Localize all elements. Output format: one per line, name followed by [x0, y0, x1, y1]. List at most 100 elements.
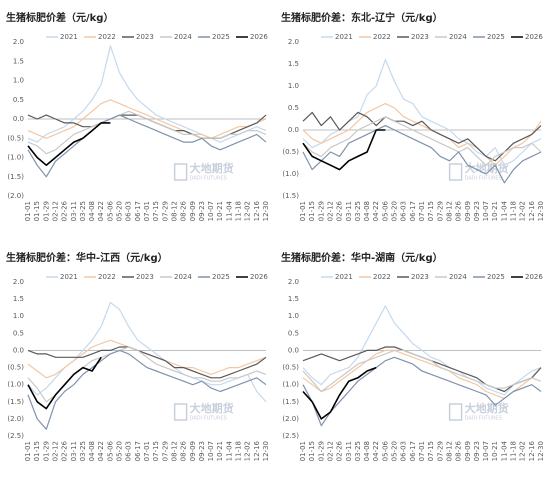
x-tick-label: 01-01 — [24, 441, 32, 461]
y-tick-label: 1.0 — [13, 77, 24, 85]
x-tick-label: 10-21 — [491, 201, 499, 221]
x-tick-label: 07-01 — [143, 201, 151, 221]
watermark-text: DADI FUTURES — [465, 176, 502, 182]
x-tick-label: 08-26 — [455, 200, 463, 221]
x-tick-label: 02-12 — [51, 201, 59, 221]
y-tick-label: 0.5 — [13, 96, 24, 104]
x-tick-label: 02-26 — [336, 200, 344, 221]
y-tick-label: (2.5) — [7, 432, 24, 440]
x-tick-label: 06-03 — [125, 201, 133, 221]
x-tick-label: 12-02 — [244, 441, 252, 461]
x-tick-label: 08-26 — [180, 200, 188, 221]
x-tick-label: 04-22 — [97, 441, 105, 461]
y-tick-label: 1.5 — [13, 295, 24, 303]
series-line — [27, 122, 111, 166]
y-tick-label: (2.0) — [282, 415, 299, 423]
x-tick-label: 03-11 — [70, 441, 78, 461]
y-tick-label: 2.0 — [288, 38, 299, 46]
y-tick-label: (1.5) — [7, 398, 24, 406]
x-tick-label: 07-29 — [161, 201, 169, 221]
legend-label: 2023 — [411, 273, 429, 281]
series-line — [302, 346, 542, 393]
y-tick-label: (1.5) — [282, 398, 299, 406]
x-tick-label: 04-22 — [372, 441, 380, 461]
legend-label: 2022 — [373, 33, 391, 41]
x-tick-label: 03-25 — [354, 441, 362, 461]
y-tick-label: 0.5 — [288, 104, 299, 112]
x-tick-label: 06-17 — [134, 441, 142, 461]
x-tick-label: 10-07 — [482, 201, 490, 221]
watermark-logo — [448, 163, 463, 181]
x-tick-label: 10-07 — [207, 201, 215, 221]
x-tick-label: 04-22 — [372, 201, 380, 221]
chart-title: 生猪标肥价差：东北-辽宁（元/kg） — [281, 11, 443, 24]
x-tick-label: 12-16 — [528, 200, 536, 221]
legend-label: 2021 — [60, 273, 78, 281]
x-tick-label: 09-23 — [473, 201, 481, 221]
x-tick-label: 10-07 — [207, 441, 215, 461]
y-tick-label: (1.0) — [7, 154, 24, 162]
x-tick-label: 02-12 — [326, 201, 334, 221]
y-tick-label: 0.5 — [288, 329, 299, 337]
x-tick-label: 11-04 — [225, 440, 233, 461]
series-line — [27, 356, 102, 410]
watermark-text: 大地期货 — [190, 401, 234, 415]
x-tick-label: 01-29 — [317, 201, 325, 221]
legend-label: 2021 — [335, 33, 353, 41]
y-tick-label: 0.0 — [13, 115, 24, 123]
x-tick-label: 01-01 — [299, 441, 307, 461]
x-tick-label: 07-01 — [418, 201, 426, 221]
y-tick-label: 1.5 — [13, 57, 24, 65]
legend-label: 2023 — [411, 33, 429, 41]
legend-label: 2025 — [487, 33, 505, 41]
x-tick-label: 11-04 — [500, 440, 508, 461]
x-tick-label: 11-18 — [235, 201, 243, 221]
series-line — [302, 103, 542, 166]
watermark-text: 大地期货 — [465, 161, 509, 175]
x-tick-label: 07-29 — [436, 201, 444, 221]
y-tick-label: 0.0 — [13, 346, 24, 354]
x-tick-label: 07-15 — [152, 441, 160, 461]
x-tick-label: 06-03 — [400, 201, 408, 221]
x-tick-label: 12-02 — [244, 201, 252, 221]
x-tick-label: 01-01 — [24, 201, 32, 221]
y-tick-label: (0.5) — [7, 364, 24, 372]
x-tick-label: 02-12 — [326, 441, 334, 461]
x-tick-label: 10-21 — [491, 441, 499, 461]
x-tick-label: 06-17 — [409, 441, 417, 461]
x-tick-label: 12-30 — [262, 201, 270, 221]
y-tick-label: (1.5) — [7, 173, 24, 181]
x-tick-label: 01-29 — [42, 201, 50, 221]
x-tick-label: 10-21 — [216, 441, 224, 461]
y-tick-label: (1.0) — [7, 381, 24, 389]
x-tick-label: 08-12 — [170, 201, 178, 221]
legend-label: 2021 — [335, 273, 353, 281]
legend-label: 2026 — [250, 273, 268, 281]
chart-title: 生猪标肥价差（元/kg） — [6, 11, 113, 24]
x-tick-label: 09-09 — [464, 201, 472, 221]
x-tick-label: 11-18 — [510, 441, 518, 461]
x-tick-label: 09-09 — [464, 441, 472, 461]
y-tick-label: (2.0) — [7, 415, 24, 423]
y-tick-label: 1.5 — [288, 60, 299, 68]
chart-title: 生猪标肥价差：华中-江西（元/kg） — [6, 251, 168, 264]
y-tick-label: 1.0 — [13, 312, 24, 320]
x-tick-label: 08-12 — [445, 201, 453, 221]
y-tick-label: 1.5 — [288, 295, 299, 303]
x-tick-label: 01-01 — [299, 201, 307, 221]
x-tick-label: 07-29 — [161, 441, 169, 461]
x-tick-label: 04-08 — [88, 201, 96, 221]
x-tick-label: 12-30 — [262, 441, 270, 461]
y-tick-label: (0.5) — [7, 134, 24, 142]
x-tick-label: 05-06 — [106, 200, 114, 221]
x-tick-label: 01-15 — [33, 201, 41, 221]
series-line — [302, 111, 542, 162]
x-tick-label: 12-16 — [253, 440, 261, 461]
legend-label: 2024 — [449, 33, 467, 41]
series-line — [27, 114, 267, 178]
x-tick-label: 09-09 — [189, 441, 197, 461]
watermark-logo — [448, 403, 463, 421]
